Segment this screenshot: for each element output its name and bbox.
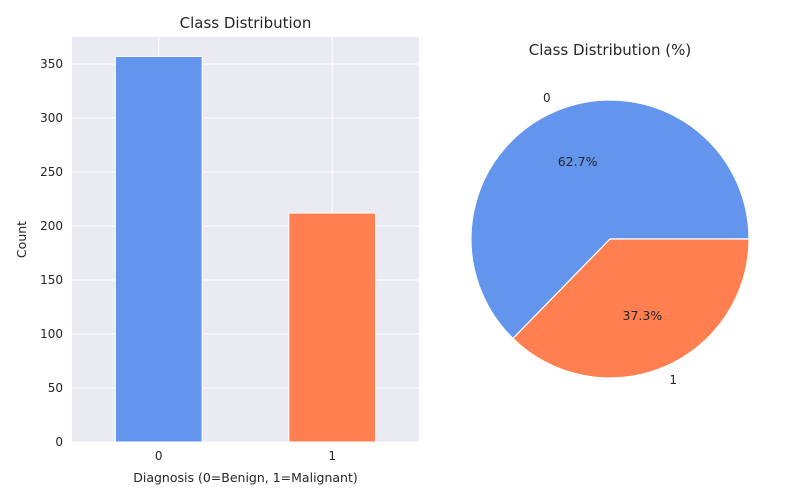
pie-slices [470, 99, 750, 379]
bar-y-tick-labels: 0 50 100 150 200 250 300 350 [40, 57, 63, 449]
bar-chart-title: Class Distribution [180, 14, 312, 32]
bar-y-tick-label: 300 [40, 111, 63, 125]
pie-category-label: 0 [543, 91, 551, 105]
bar-y-tick-label: 200 [40, 219, 63, 233]
bar-x-tick-label: 1 [328, 449, 336, 463]
pie-category-label: 1 [669, 373, 677, 387]
bar-1 [288, 212, 377, 443]
bar-y-tick-label: 150 [40, 273, 63, 287]
bar-series [114, 55, 377, 443]
pie-slice-1 [512, 238, 750, 379]
pie-chart: Class Distribution (%) 0 62.7% 1 37.3% [470, 41, 750, 387]
bar-y-tick-label: 0 [55, 435, 63, 449]
bar-x-axis-label: Diagnosis (0=Benign, 1=Malignant) [133, 470, 358, 485]
bar-0 [114, 55, 203, 443]
pie-percent-label: 62.7% [558, 154, 598, 169]
pie-chart-title: Class Distribution (%) [529, 41, 691, 59]
bar-y-tick-label: 250 [40, 165, 63, 179]
bar-y-tick-label: 350 [40, 57, 63, 71]
pie-labels: 0 62.7% 1 37.3% [543, 91, 677, 387]
bar-y-tick-label: 100 [40, 327, 63, 341]
bar-x-tick-label: 0 [155, 449, 163, 463]
pie-percent-label: 37.3% [623, 308, 663, 323]
bar-y-axis-label: Count [14, 221, 29, 258]
pie-slice-0 [470, 99, 750, 340]
bar-y-tick-label: 50 [48, 381, 63, 395]
